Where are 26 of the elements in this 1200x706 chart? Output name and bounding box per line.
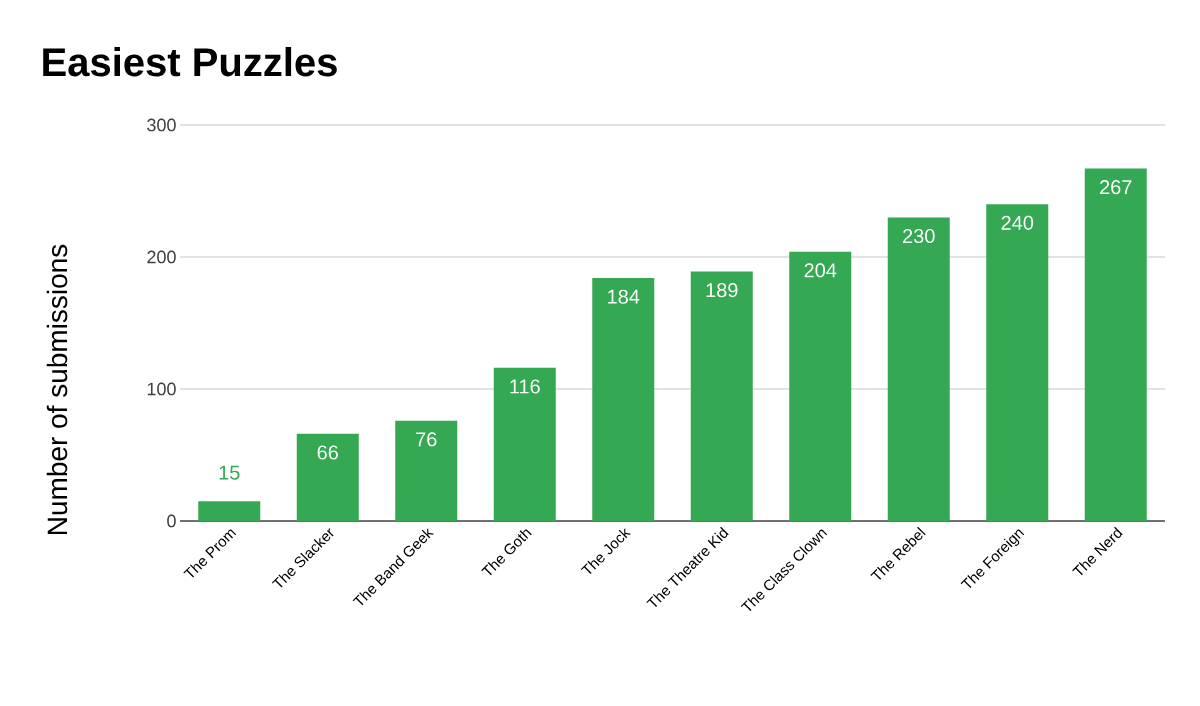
data-label: 189 [706,283,738,298]
data-label: 116 [510,379,540,394]
bar [493,367,556,521]
bar [887,217,950,521]
y-tick-label: 200 [147,250,176,264]
bar [592,278,655,521]
data-label: 204 [804,263,837,278]
data-label: 76 [416,432,437,447]
data-label: 15 [219,465,240,480]
bar [690,271,753,521]
y-tick-label: 0 [167,514,176,528]
bar [986,204,1049,521]
y-tick-label: 300 [147,118,176,132]
y-axis-title: Number of submissions [46,244,68,534]
y-tick-label: 100 [147,382,176,396]
data-label: 240 [1001,215,1034,230]
data-label: 267 [1100,180,1132,195]
bar [1084,168,1147,521]
bar [789,251,852,521]
bar [395,420,458,521]
bar [296,433,359,521]
data-label: 66 [317,445,338,460]
bar [198,501,261,521]
data-label: 230 [903,228,935,244]
chart-title: Easiest Puzzles [43,47,337,77]
data-label: 184 [608,289,640,304]
